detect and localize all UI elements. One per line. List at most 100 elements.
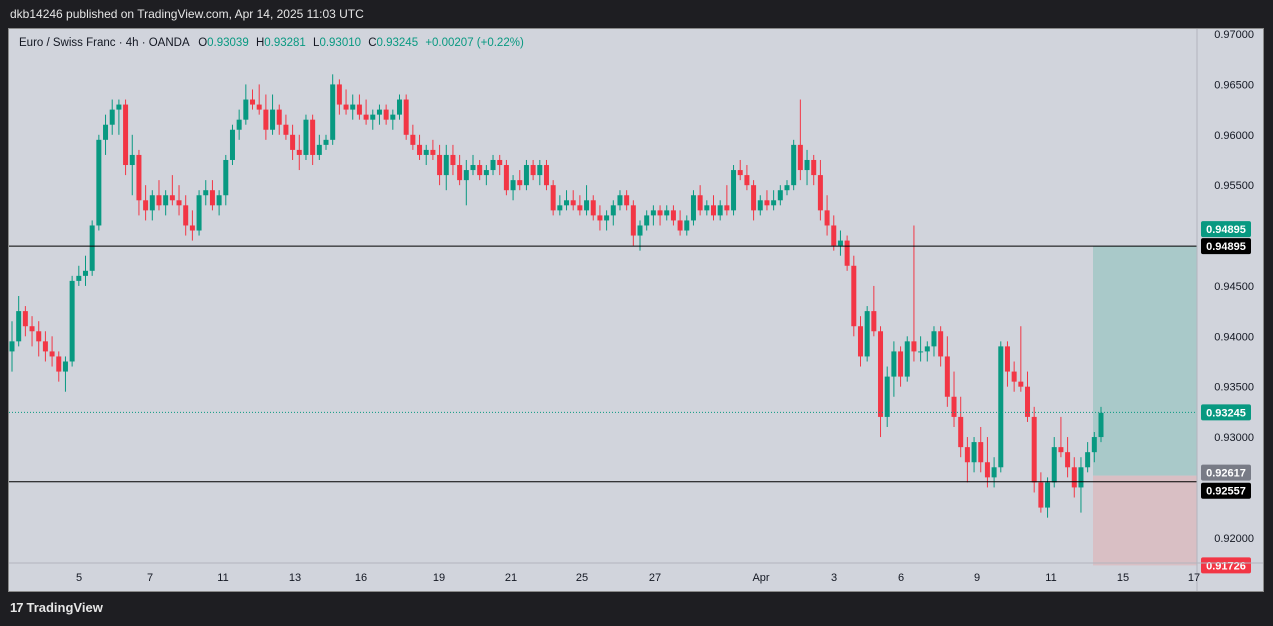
candle-body [470, 165, 476, 171]
candle-body [737, 170, 743, 176]
candle [457, 154, 463, 186]
candle-body [76, 275, 82, 281]
candle-body [16, 311, 22, 342]
time-tick-label: 21 [505, 572, 517, 584]
candle-body [443, 154, 449, 176]
candle [543, 159, 549, 191]
candle-body [564, 200, 570, 206]
candle-body [757, 200, 763, 211]
candle [991, 457, 997, 488]
candle-body [343, 104, 349, 110]
candle-body [129, 154, 135, 166]
candle [216, 190, 222, 216]
candle-body [243, 99, 249, 120]
candle [123, 99, 129, 176]
candle-body [330, 84, 336, 140]
candle [871, 285, 877, 337]
candle [96, 134, 102, 231]
candle-body [584, 200, 590, 211]
candle-body [236, 119, 242, 130]
candle-body [864, 311, 870, 357]
candle [69, 275, 75, 367]
candle [984, 437, 990, 488]
tradingview-logo[interactable]: 17 TradingView [10, 600, 103, 615]
candle-body [149, 195, 155, 211]
price-tick-label: 0.93000 [1214, 432, 1254, 444]
candle [276, 104, 282, 135]
target-price-badge-bg [1201, 221, 1251, 238]
candle [1031, 406, 1037, 493]
candle-body [1091, 437, 1097, 453]
candle-body [771, 200, 777, 206]
chart-frame[interactable]: 0.97000 0.96500 0.96000 0.95500 0.94500 0.940… [8, 28, 1264, 592]
candle-body [690, 195, 696, 221]
candle [731, 165, 737, 216]
candle [243, 84, 249, 125]
symbol-name: Euro / Swiss Franc · 4h · OANDA [19, 37, 190, 49]
candle-body [1058, 447, 1064, 453]
time-tick-label: 16 [355, 572, 367, 584]
candle-body [898, 351, 904, 377]
stop-price-badge: 0.91726 [1201, 557, 1251, 574]
candle [811, 154, 817, 186]
candle [36, 321, 42, 357]
candle [203, 180, 209, 206]
publish-header: dkb14246 published on TradingView.com, A… [0, 0, 1273, 28]
candle-body [370, 114, 376, 120]
candle-body [109, 109, 115, 125]
candle [523, 159, 529, 191]
candle-body [817, 175, 823, 211]
candle [751, 180, 757, 221]
candle [443, 144, 449, 191]
candle [557, 195, 563, 216]
target-zone [1093, 246, 1197, 476]
candle [423, 144, 429, 166]
candle-body [417, 144, 423, 155]
candle-body [811, 159, 817, 176]
candle [744, 165, 750, 191]
candle [89, 220, 95, 276]
candle [1045, 477, 1051, 518]
candle [149, 190, 155, 221]
candle [169, 175, 175, 206]
candle-body [223, 159, 229, 196]
candle-body [677, 220, 683, 231]
candle-body [457, 165, 463, 181]
candle-body [490, 159, 496, 171]
candle-body [229, 129, 235, 160]
close-label: C [368, 37, 376, 49]
candle-body [904, 341, 910, 377]
candle [189, 210, 195, 241]
time-tick-label: 5 [76, 572, 82, 584]
target-price-badge-text: 0.94895 [1206, 224, 1246, 236]
time-tick-label: 9 [974, 572, 980, 584]
candle-body [978, 442, 984, 463]
candle-body [958, 416, 964, 448]
candle-body [1038, 482, 1044, 508]
candle-body [116, 104, 122, 110]
candle-body [49, 351, 55, 357]
candle [537, 159, 543, 186]
level-price-badge-upper-text: 0.94895 [1206, 241, 1246, 253]
candlestick-chart[interactable]: 0.97000 0.96500 0.96000 0.95500 0.94500 0.940… [9, 29, 1263, 591]
candle [9, 321, 15, 372]
candle-body [924, 346, 930, 352]
candle-body [410, 134, 416, 145]
candle [156, 180, 162, 211]
candle [791, 139, 797, 191]
candle-body [891, 351, 897, 377]
level-price-badge-lower-text: 0.92557 [1206, 486, 1246, 498]
candle [363, 99, 369, 125]
candle [697, 185, 703, 216]
candle [637, 220, 643, 251]
candle [831, 215, 837, 251]
candle [1071, 457, 1077, 498]
candle-body [851, 265, 857, 327]
candle [283, 114, 289, 140]
candle [209, 180, 215, 211]
candle [550, 180, 556, 216]
candle [503, 159, 509, 196]
candle-body [711, 205, 717, 216]
candle [924, 341, 930, 362]
candle-body [971, 442, 977, 463]
